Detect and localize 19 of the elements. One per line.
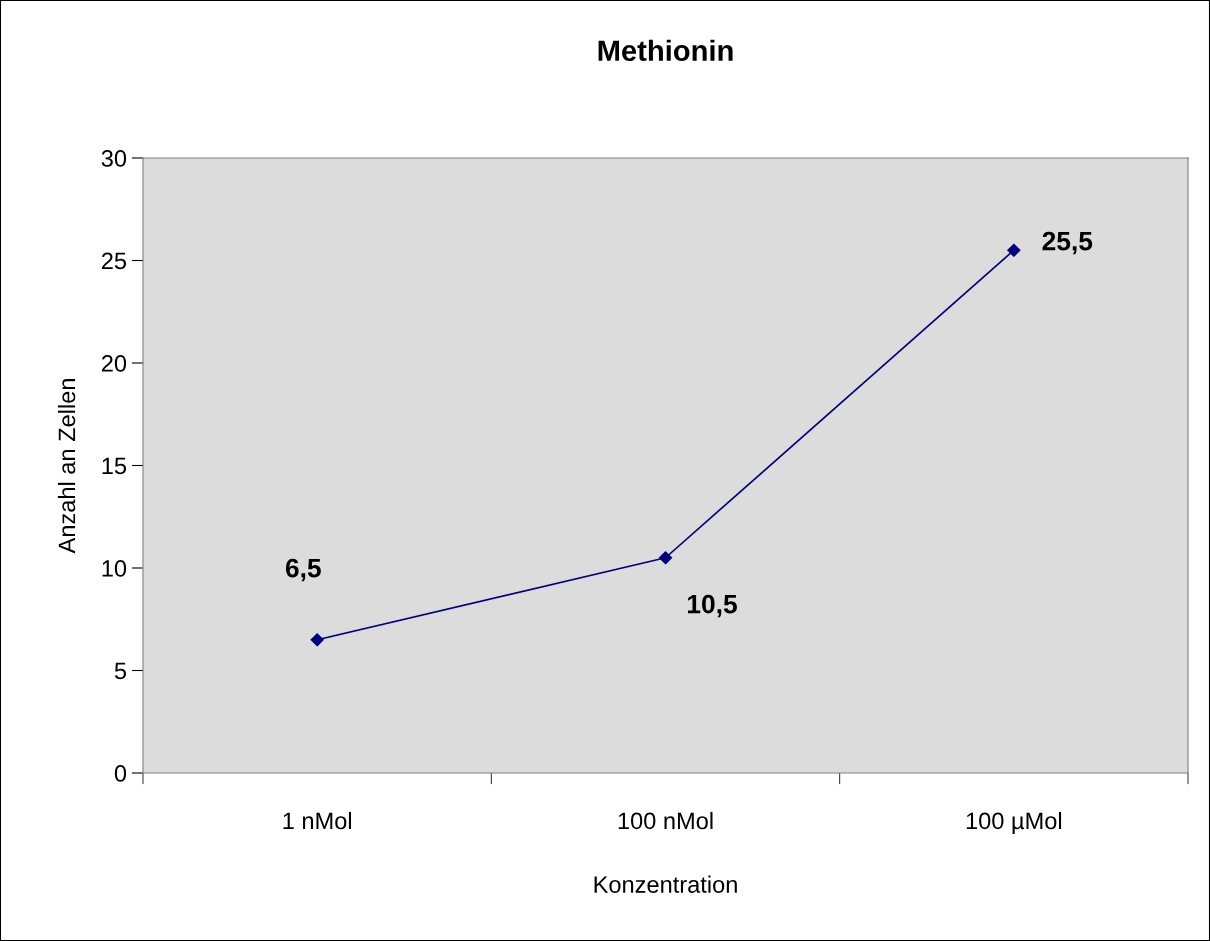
y-tick-label: 30: [101, 150, 127, 167]
y-tick-label: 5: [114, 662, 127, 680]
point: [310, 633, 324, 647]
chart-title: Methionin: [598, 39, 733, 62]
y-tick-label: 10: [102, 560, 127, 577]
x-tick-label: 100 nMol: [618, 811, 713, 830]
y-tick-label: 0: [114, 765, 127, 782]
data-label: 10,5: [687, 594, 737, 618]
y-tick-label: 25: [101, 252, 127, 270]
y-axis-title: Anzahl an Zellen: [57, 379, 76, 554]
data-label: 25,5: [1042, 231, 1093, 255]
data-label: 6,5: [285, 558, 321, 582]
x-axis-title: Konzentration: [594, 875, 737, 893]
x-tick-label: 100 µMol: [966, 811, 1062, 834]
point: [1007, 243, 1021, 257]
x-tick-label: 1 nMol: [283, 811, 352, 830]
point: [658, 551, 673, 565]
y-tick-label: 20: [101, 355, 127, 372]
y-tick-label: 15: [102, 457, 127, 475]
